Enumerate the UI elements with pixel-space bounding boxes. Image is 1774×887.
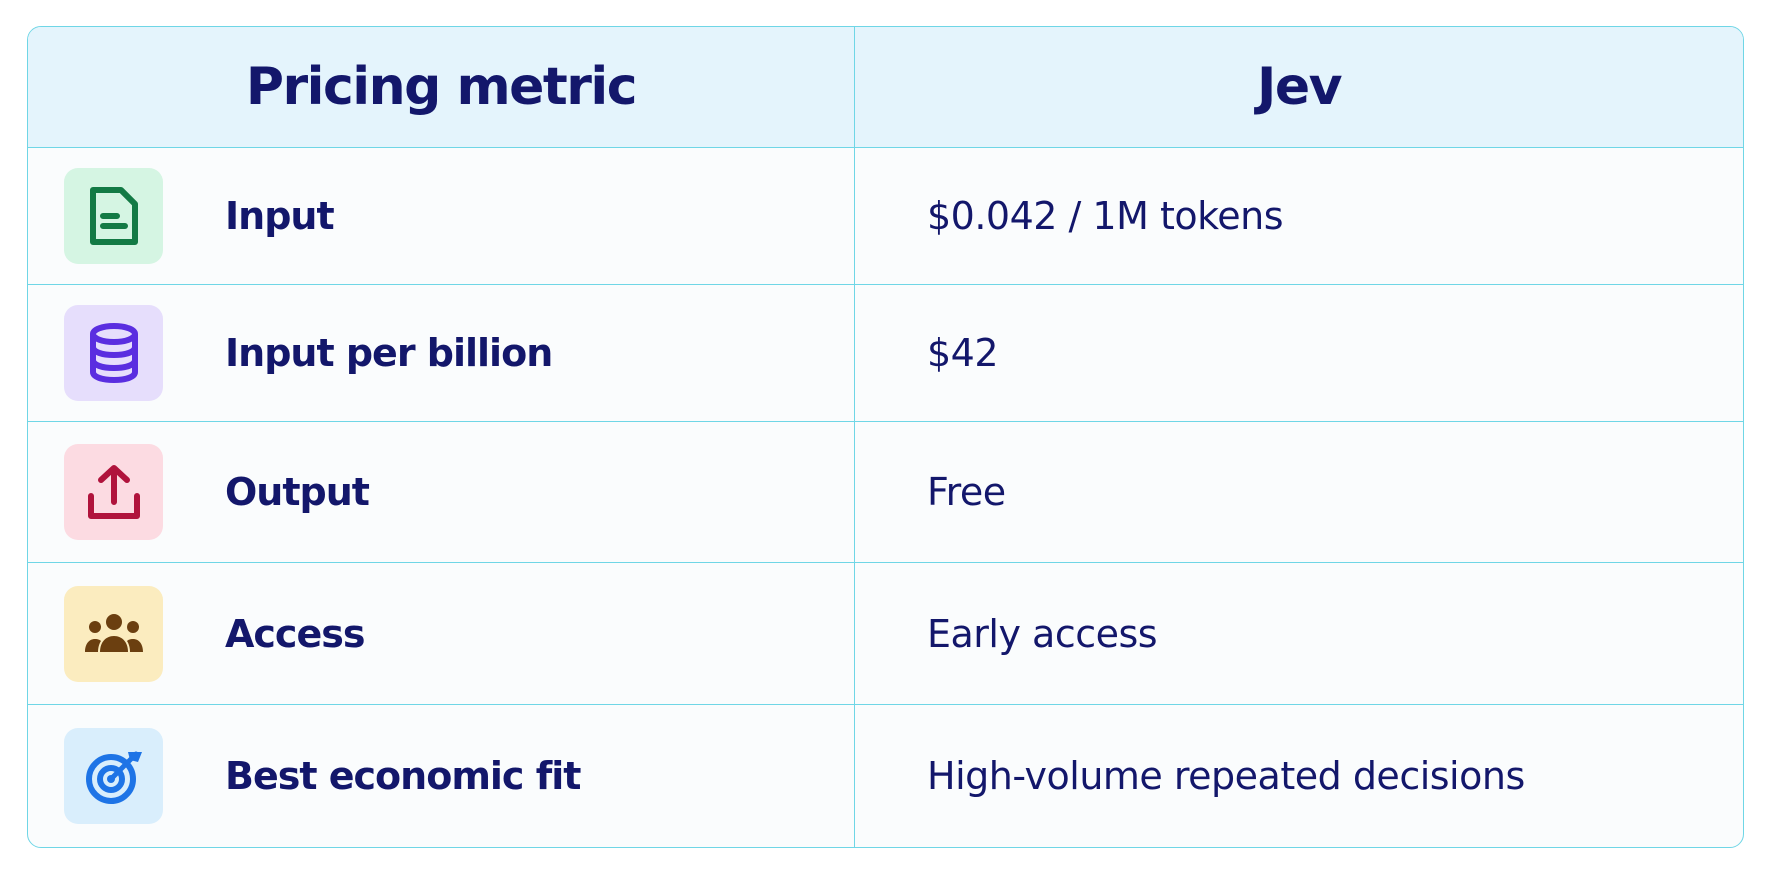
row-label: Access	[225, 611, 365, 656]
value-cell: $0.042 / 1M tokens	[855, 148, 1743, 285]
database-icon	[89, 323, 138, 384]
row-label: Best economic fit	[225, 754, 581, 798]
icon	[64, 168, 163, 264]
label-cell: Best economic fit	[28, 705, 855, 847]
label-cell: Output	[28, 422, 855, 563]
upload-icon	[87, 465, 140, 519]
icon	[64, 585, 163, 682]
header-text: Pricing metric	[245, 57, 638, 117]
icon	[64, 728, 163, 824]
value-cell: $42	[855, 285, 1743, 422]
value-cell: High-volume repeated decisions	[927, 754, 1525, 798]
value-cell: Free	[855, 422, 1743, 563]
header-cell: Pricing metric	[28, 27, 855, 148]
people-icon	[84, 613, 143, 652]
row-label: Output	[225, 470, 370, 514]
header-text: Jev	[1256, 57, 1343, 117]
target-icon	[85, 751, 142, 804]
document-icon	[89, 187, 138, 245]
label-cell: Input per billion	[28, 285, 855, 422]
pricing-table: Pricing metric Jev Input $0.042 / 1M tok…	[27, 26, 1744, 848]
label-cell: Input	[28, 148, 855, 285]
header-cell: Jev	[855, 27, 1743, 148]
row-label: Input per billion	[225, 331, 553, 375]
value-cell: Early access	[855, 563, 1743, 705]
icon	[64, 444, 163, 540]
row-label: Input	[225, 194, 335, 238]
label-cell: Access	[28, 563, 855, 705]
icon	[64, 305, 163, 401]
